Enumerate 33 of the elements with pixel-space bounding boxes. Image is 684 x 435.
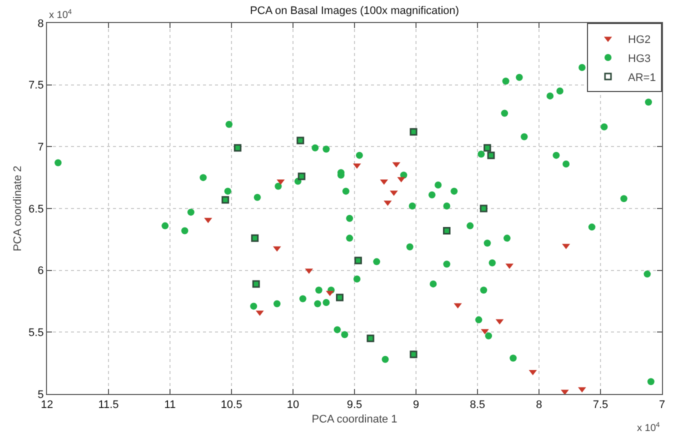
y-tick-label: 8	[38, 18, 44, 30]
chart-title: PCA on Basal Images (100x magnification)	[250, 5, 460, 18]
y-axis-title: PCA coordinate 2	[12, 166, 24, 252]
x-axis-title: PCA coordinate 1	[312, 413, 398, 426]
x-tick-label: 11.5	[98, 399, 119, 412]
y-tick-label: 6.5	[28, 203, 44, 216]
x-tick-label: 9	[412, 399, 420, 412]
text: x 10$^{4}$	[49, 9, 72, 22]
point	[326, 290, 334, 296]
x-tick-label: 9.5	[346, 399, 362, 412]
point	[204, 218, 212, 224]
y-tick-label: 5	[38, 388, 44, 401]
x-tick-label: 7.5	[592, 399, 608, 412]
x-tick-label: 7	[658, 399, 666, 412]
x-tick-label: 8.5	[470, 399, 486, 412]
y-tick-label: 7	[38, 142, 44, 154]
x-tick-label: 12	[40, 399, 54, 412]
x-tick-label: 11	[164, 399, 176, 412]
x-tick-label: 10	[286, 399, 300, 412]
text: x 10$^{4}$	[637, 422, 660, 434]
legend-label: HG3	[628, 52, 651, 65]
point	[496, 319, 504, 325]
point	[578, 387, 586, 393]
point	[352, 163, 361, 169]
point	[562, 244, 570, 250]
x-tick-label: 8	[536, 399, 542, 412]
x-tick-label: 10.5	[220, 399, 242, 412]
y-tick-label: 7.5	[28, 80, 44, 92]
y-tick-label: 6	[38, 265, 44, 278]
legend-label: AR=1	[628, 72, 656, 84]
legend-label: HG2	[628, 34, 651, 46]
point	[528, 370, 537, 376]
y-tick-label: 5.5	[28, 327, 44, 340]
